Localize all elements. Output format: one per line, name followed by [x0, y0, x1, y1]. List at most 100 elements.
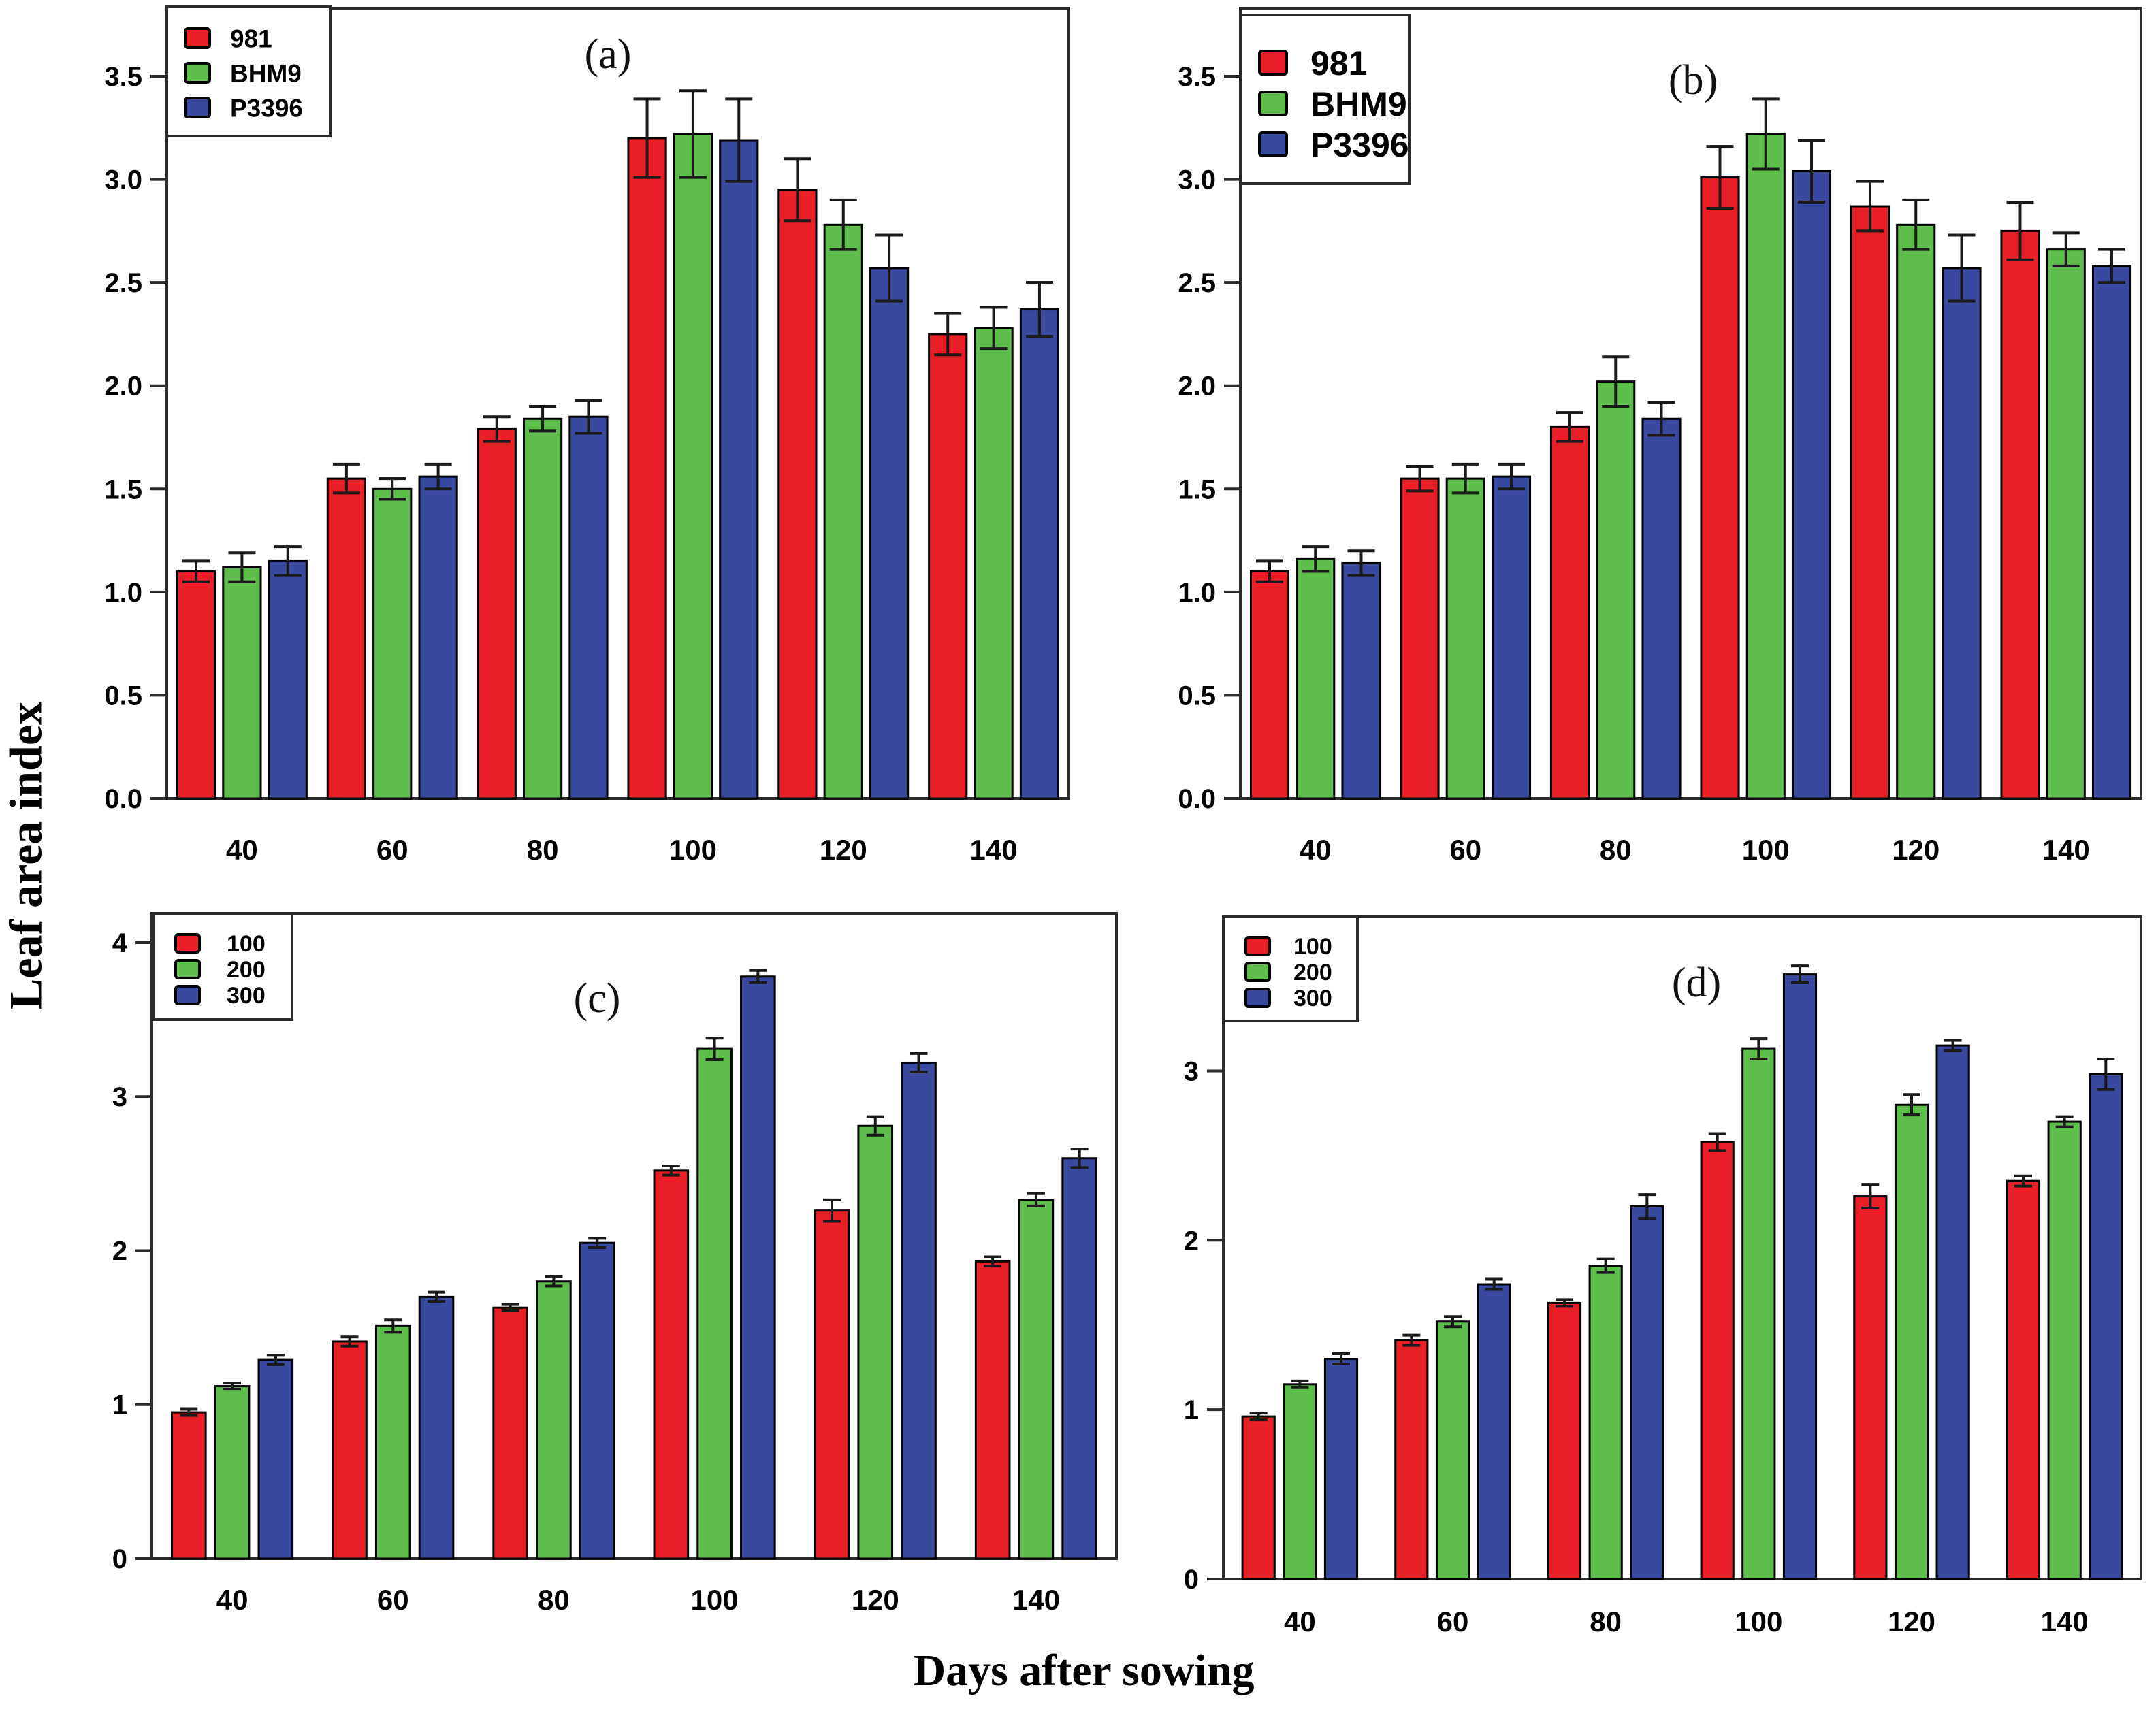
x-category-label: 120 [1888, 1606, 1935, 1638]
bar-b-40-981 [1249, 570, 1290, 800]
bar-a-60-981 [326, 477, 366, 800]
bar-a-140-BHM9 [974, 327, 1014, 800]
error-bar [1485, 1277, 1503, 1291]
error-bar [910, 1052, 928, 1074]
bar-b-40-BHM9 [1296, 557, 1336, 800]
error-bar [1798, 139, 1826, 204]
error-bar [866, 1115, 884, 1137]
error-bar [1647, 400, 1675, 437]
legend-label-300: 300 [227, 983, 266, 1009]
bar-b-60-981 [1400, 477, 1440, 800]
x-category-label: 140 [2041, 1606, 2089, 1638]
bar-d-40-300 [1323, 1357, 1359, 1580]
bar-b-80-P3396 [1641, 417, 1682, 800]
error-bar [1948, 233, 1976, 303]
y-tick-label: 2.0 [1178, 372, 1216, 402]
error-bar [2014, 1174, 2033, 1188]
y-tick-label: 0.0 [104, 784, 142, 814]
error-bar [1752, 97, 1780, 171]
error-bar [1406, 464, 1434, 493]
error-bar [588, 1237, 607, 1249]
error-bar [1498, 462, 1526, 491]
bar-b-60-P3396 [1491, 475, 1532, 800]
error-bar [1025, 281, 1053, 338]
y-axis-title: Leaf area index [0, 701, 52, 1010]
error-bar [384, 1318, 402, 1334]
x-category-label: 60 [377, 1584, 409, 1616]
y-tick-label: 2 [1184, 1226, 1199, 1256]
y-tick-label: 2.5 [1178, 268, 1216, 298]
error-bar [980, 306, 1008, 351]
bar-c-40-200 [214, 1385, 251, 1560]
bar-d-60-300 [1477, 1283, 1511, 1580]
error-bar [1556, 1298, 1574, 1308]
x-category-label: 100 [1735, 1606, 1782, 1638]
legend-swatch-200 [174, 959, 201, 979]
bar-c-140-300 [1061, 1157, 1097, 1560]
bar-b-140-981 [2000, 229, 2040, 800]
bar-a-100-981 [627, 137, 667, 800]
bar-c-140-100 [974, 1260, 1011, 1560]
error-bar [340, 1335, 359, 1348]
y-tick-label: 0.5 [104, 681, 142, 711]
bar-b-140-BHM9 [2046, 248, 2086, 800]
error-bar [1556, 411, 1583, 443]
panel-letter-b: (b) [1669, 57, 1718, 103]
bar-a-120-BHM9 [823, 223, 863, 800]
legend-swatch-300 [174, 985, 201, 1005]
legend-a: 981 BHM9 P3396 [165, 5, 332, 137]
legend-label-981: 981 [1310, 44, 1367, 82]
legend-label-100: 100 [1293, 934, 1332, 960]
y-tick-label: 0 [1184, 1565, 1199, 1595]
error-bar [1903, 1093, 1920, 1117]
bar-d-100-200 [1741, 1047, 1776, 1580]
legend-swatch-BHM9 [1258, 91, 1288, 116]
error-bar [223, 1382, 242, 1391]
error-bar [1750, 1037, 1768, 1061]
bar-c-60-200 [374, 1324, 411, 1560]
x-category-label: 60 [1449, 834, 1481, 866]
bar-a-60-P3396 [418, 475, 458, 800]
x-category-label: 40 [1300, 834, 1332, 866]
bar-c-60-300 [418, 1295, 455, 1560]
error-bar [822, 1198, 841, 1223]
error-bar [274, 545, 302, 577]
panel-letter-c: (c) [574, 975, 621, 1022]
y-tick-label: 0.0 [1178, 784, 1216, 814]
legend-swatch-200 [1244, 962, 1271, 982]
error-bar [2097, 1058, 2115, 1091]
error-bar [875, 233, 903, 303]
panel-letter-a: (a) [585, 31, 632, 78]
legend-label-BHM9: BHM9 [230, 59, 302, 87]
bar-c-60-100 [332, 1340, 368, 1560]
error-bar [1332, 1352, 1350, 1365]
legend-swatch-981 [184, 27, 211, 49]
bar-a-100-P3396 [719, 139, 759, 800]
bar-c-140-200 [1018, 1199, 1055, 1560]
x-category-label: 80 [1600, 834, 1632, 866]
legend-swatch-P3396 [1258, 131, 1288, 157]
error-bar [545, 1275, 563, 1288]
bar-b-100-P3396 [1791, 169, 1832, 800]
error-bar [1291, 1379, 1309, 1389]
bar-d-120-100 [1853, 1195, 1888, 1580]
error-bar [1347, 549, 1375, 577]
x-category-label: 80 [538, 1584, 570, 1616]
x-category-label: 60 [376, 834, 408, 866]
error-bar [424, 462, 452, 491]
error-bar [2055, 1115, 2074, 1128]
error-bar [1302, 545, 1330, 573]
legend-label-P3396: P3396 [1310, 126, 1409, 164]
legend-swatch-BHM9 [184, 62, 211, 84]
error-bar [1856, 180, 1884, 233]
bar-b-40-P3396 [1341, 561, 1381, 800]
y-tick-label: 1.0 [1178, 578, 1216, 608]
bar-d-120-200 [1894, 1103, 1929, 1580]
bar-c-40-300 [257, 1358, 294, 1560]
error-bar [1944, 1039, 1962, 1052]
legend-label-100: 100 [227, 931, 266, 957]
error-bar [1706, 145, 1734, 210]
error-bar [501, 1303, 519, 1312]
